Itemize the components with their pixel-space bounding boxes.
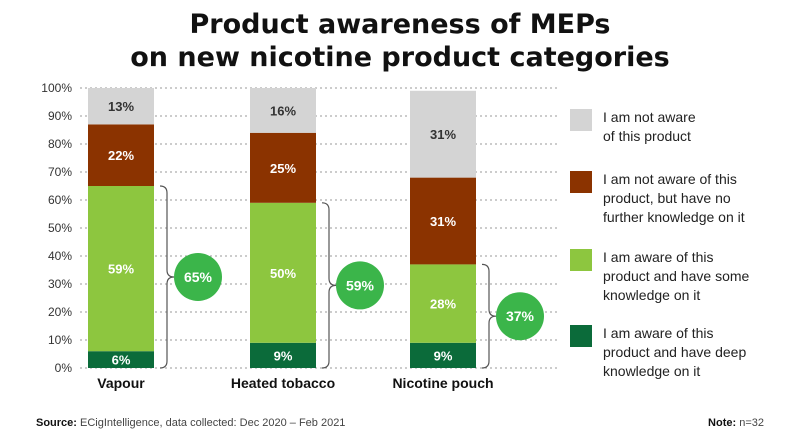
data-label: 16%	[270, 103, 296, 118]
legend-item-aware-deep-knowledge: I am aware of this product and have deep…	[570, 324, 793, 381]
chart-title-line-2: on new nicotine product categories	[130, 42, 670, 73]
bracket	[481, 263, 497, 369]
legend-swatch	[570, 249, 592, 271]
y-tick-label: 40%	[48, 249, 72, 263]
legend-item-not-aware-no-knowledge: I am not aware of this product, but have…	[570, 170, 793, 227]
bracket	[159, 185, 175, 369]
bar-segment	[410, 177, 476, 265]
legend-item-not-aware: I am not aware of this product	[570, 108, 793, 146]
total-badge-circle	[496, 292, 544, 341]
legend-label-line: product and have some	[603, 268, 750, 284]
bar-segment	[88, 186, 154, 352]
y-tick-label: 60%	[48, 193, 72, 207]
source-text: ECigIntelligence, data collected: Dec 20…	[80, 417, 346, 429]
bar-segment	[250, 202, 316, 343]
legend-label-line: product and have deep	[603, 344, 747, 360]
total-badge-label: 59%	[346, 277, 375, 293]
note-label: Note:	[708, 417, 737, 429]
y-tick-label: 80%	[48, 137, 72, 151]
data-label: 6%	[112, 353, 131, 368]
bar-segment	[410, 342, 476, 368]
y-tick-label: 0%	[55, 361, 73, 375]
note-footnote: Note: n=32	[708, 417, 764, 429]
source-label: Source:	[36, 417, 77, 429]
y-tick-label: 70%	[48, 165, 72, 179]
bracket	[321, 202, 337, 369]
bar-segment	[410, 264, 476, 343]
bar-segment	[88, 351, 154, 368]
y-tick-label: 50%	[48, 221, 72, 235]
note-text: n=32	[739, 417, 764, 429]
total-badge-circle	[174, 253, 222, 301]
legend-label: I am not aware of this product	[603, 108, 793, 146]
stacked-bar-chart: 0% 10% 20% 30% 40% 50% 60% 70% 80% 90% 100% 6% 59% 22…	[41, 81, 560, 391]
legend-swatch	[570, 109, 592, 131]
chart-title: Product awareness of MEPs on new nicotin…	[0, 8, 800, 74]
legend-label-line: of this product	[603, 128, 691, 144]
y-tick-label: 10%	[48, 333, 72, 347]
y-tick-label: 20%	[48, 305, 72, 319]
x-category-label: Vapour	[97, 375, 145, 391]
legend-label-line: I am not aware of this	[603, 171, 737, 187]
data-label: 50%	[270, 266, 296, 281]
bar-segment	[250, 132, 316, 203]
legend-label-line: I am aware of this	[603, 249, 714, 265]
legend-label-line: product, but have no	[603, 190, 731, 206]
data-label: 25%	[270, 161, 296, 176]
data-label: 31%	[430, 127, 456, 142]
total-badge-label: 65%	[184, 269, 213, 285]
x-category-label: Nicotine pouch	[392, 375, 493, 391]
total-badge-circle	[336, 261, 384, 310]
data-label: 31%	[430, 214, 456, 229]
legend-swatch	[570, 325, 592, 347]
legend-label-line: further knowledge on it	[603, 209, 745, 225]
bar-segment	[250, 88, 316, 133]
bar-segment	[410, 90, 476, 178]
bar-segment	[88, 88, 154, 125]
legend-label-line: I am aware of this	[603, 325, 714, 341]
chart-title-line-1: Product awareness of MEPs	[189, 9, 611, 40]
legend-label: I am not aware of this product, but have…	[603, 170, 793, 227]
source-footnote: Source: ECigIntelligence, data collected…	[36, 417, 345, 429]
legend-label-line: knowledge on it	[603, 363, 701, 379]
x-category-label: Heated tobacco	[231, 375, 335, 391]
legend-label: I am aware of this product and have deep…	[603, 324, 793, 381]
legend-label-line: I am not aware	[603, 109, 696, 125]
data-label: 22%	[108, 148, 134, 163]
bar-segment	[250, 342, 316, 368]
data-label: 28%	[430, 297, 456, 312]
legend-item-aware-some-knowledge: I am aware of this product and have some…	[570, 248, 793, 305]
y-tick-label: 100%	[41, 81, 72, 95]
bar-segment	[88, 124, 154, 186]
y-tick-label: 90%	[48, 109, 72, 123]
legend-label: I am aware of this product and have some…	[603, 248, 793, 305]
legend-label-line: knowledge on it	[603, 287, 701, 303]
total-badge-label: 37%	[506, 308, 535, 324]
y-tick-label: 30%	[48, 277, 72, 291]
data-label: 9%	[434, 348, 453, 363]
data-label: 59%	[108, 262, 134, 277]
data-label: 9%	[274, 348, 293, 363]
legend-swatch	[570, 171, 592, 193]
data-label: 13%	[108, 99, 134, 114]
